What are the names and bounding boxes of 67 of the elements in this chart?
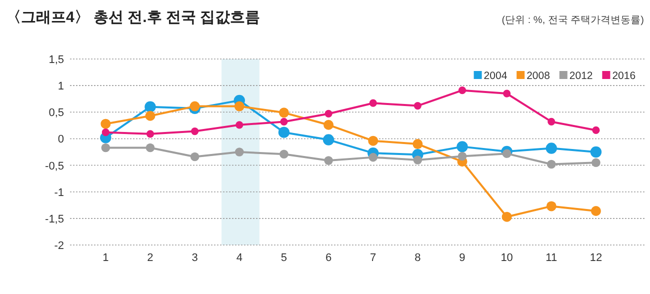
x-tick-label: 4: [236, 252, 242, 264]
point: [458, 86, 466, 94]
point: [145, 110, 156, 121]
point: [368, 136, 378, 146]
y-tick-label: 0,5: [48, 107, 64, 120]
point: [280, 150, 288, 159]
chart-subtitle: (단위 : %, 전국 주택가격변동률): [502, 15, 644, 26]
point: [101, 143, 110, 152]
y-tick-label: -2: [54, 240, 64, 252]
point: [546, 201, 556, 212]
x-tick-label: 9: [459, 252, 466, 264]
x-tick-label: 6: [325, 252, 332, 264]
point: [414, 102, 422, 110]
point: [190, 152, 200, 162]
legend-label: 2016: [612, 70, 636, 82]
legend-label: 2004: [484, 70, 508, 82]
chart-title: 〈그래프4〉 총선 전.후 전국 집값흐름: [6, 9, 260, 26]
point: [548, 118, 556, 126]
point: [324, 156, 333, 165]
x-tick-label: 7: [370, 252, 376, 264]
point: [191, 127, 199, 136]
legend-label: 2008: [526, 70, 550, 82]
point: [502, 149, 512, 158]
point: [234, 148, 244, 156]
point: [324, 120, 334, 130]
y-tick-label: -1,5: [45, 213, 64, 226]
y-tick-label: -1: [54, 186, 64, 199]
x-tick-label: 5: [280, 252, 288, 264]
x-tick-label: 8: [414, 252, 421, 264]
point: [146, 130, 154, 138]
point: [324, 110, 332, 118]
point: [592, 126, 600, 134]
point: [413, 156, 422, 164]
point: [280, 118, 288, 126]
point: [456, 141, 468, 152]
y-tick-label: 1,5: [48, 54, 64, 66]
x-tick-label: 11: [546, 252, 558, 264]
x-tick-label: 12: [590, 252, 602, 264]
point: [546, 160, 556, 169]
point: [502, 212, 512, 222]
x-tick-label: 2: [147, 252, 154, 264]
point: [278, 126, 290, 138]
point: [234, 101, 244, 112]
point: [322, 134, 334, 146]
point: [412, 139, 423, 150]
y-tick-label: 0: [58, 134, 64, 146]
point: [592, 158, 600, 168]
x-tick-label: 1: [102, 252, 109, 264]
x-tick-label: 10: [500, 252, 513, 264]
point: [590, 206, 601, 216]
y-tick-label: 1: [58, 80, 64, 93]
legend-label: 2012: [569, 70, 593, 82]
point: [146, 143, 155, 152]
point: [369, 99, 377, 107]
point: [590, 146, 602, 158]
point: [546, 142, 557, 154]
y-tick-label: -0,5: [45, 160, 64, 172]
point: [236, 121, 244, 129]
point: [100, 118, 111, 129]
point: [278, 108, 289, 118]
x-tick-label: 3: [192, 252, 198, 264]
point: [368, 152, 378, 162]
point: [102, 128, 110, 136]
point: [144, 101, 156, 112]
point: [190, 101, 200, 112]
point: [458, 152, 467, 161]
point: [503, 90, 511, 98]
